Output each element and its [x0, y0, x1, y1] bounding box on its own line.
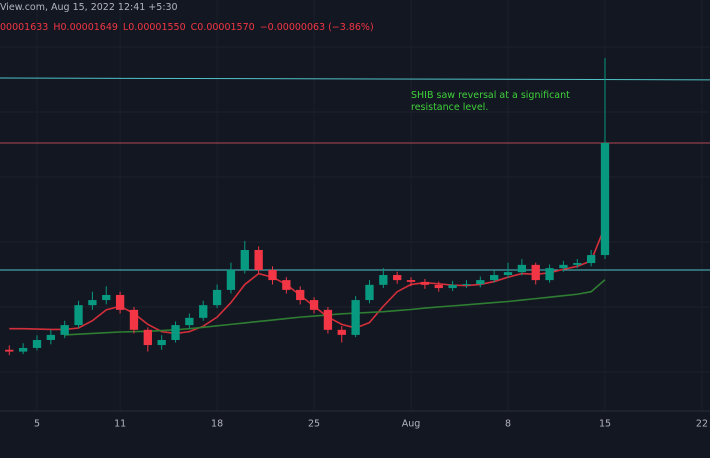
candle-body	[337, 329, 346, 335]
candle-body	[517, 264, 527, 273]
candle-body	[531, 264, 540, 281]
candle-body	[212, 289, 222, 306]
candle-body	[393, 275, 402, 281]
ohlc-open: 00001633	[0, 22, 49, 33]
level-line	[0, 77, 710, 81]
x-tick-label: 25	[308, 419, 320, 430]
candle-body	[323, 309, 333, 330]
candle-body	[282, 280, 291, 290]
x-tick-label: 18	[211, 419, 223, 430]
ohlc-close: C0.00001570	[190, 22, 255, 33]
x-tick-label: 15	[599, 419, 611, 430]
candle-body	[226, 269, 236, 290]
annotation-line: resistance level.	[411, 102, 489, 113]
candle-body	[157, 339, 166, 346]
x-tick-label: 22	[696, 419, 708, 430]
ohlc-high: H0.00001649	[53, 22, 118, 33]
annotation-line: SHIB saw reversal at a significant	[411, 90, 570, 101]
annotation: SHIB saw reversal at a significant resis…	[411, 90, 570, 114]
candle-body	[490, 275, 499, 281]
candle-body	[559, 264, 568, 269]
x-tick-label: Aug	[402, 419, 421, 430]
x-tick-label: 8	[505, 419, 511, 430]
candle-body	[254, 249, 263, 270]
moving-average	[9, 226, 606, 335]
candle-body	[5, 349, 14, 352]
ohlc-row: 00001633 H0.00001649 L0.00001550 C0.0000157…	[0, 22, 379, 33]
candle-body	[185, 317, 194, 326]
candle-body	[379, 275, 388, 285]
candle-body	[296, 289, 305, 301]
candle-body	[60, 325, 69, 335]
candle-body	[102, 294, 111, 301]
x-tick-label: 5	[34, 419, 40, 430]
candle-body	[240, 249, 249, 270]
candle-body	[74, 305, 83, 326]
x-tick-label: 11	[114, 419, 126, 430]
candle-body	[268, 269, 277, 281]
candle-body	[462, 284, 471, 286]
candle-body	[129, 309, 139, 330]
candle-body	[434, 284, 443, 289]
candle-body	[573, 263, 582, 265]
candle-body	[448, 284, 457, 289]
candle-body	[199, 305, 208, 318]
candle-body	[171, 325, 180, 340]
header-title: View.com, Aug 15, 2022 12:41 +5:30	[0, 2, 178, 13]
candle-body	[503, 272, 513, 276]
candle-body	[46, 334, 55, 340]
candle-body	[600, 142, 610, 256]
candle-body	[406, 280, 416, 282]
candle-body	[365, 284, 374, 301]
candle-body	[351, 300, 360, 335]
candle-body	[476, 280, 485, 285]
candle-body	[586, 255, 596, 264]
candle-body	[18, 347, 28, 352]
candle-body	[143, 329, 152, 346]
candle-body	[115, 294, 125, 310]
candle-body	[88, 300, 97, 306]
candle-body	[32, 339, 42, 348]
ohlc-change: −0.00000063 (−3.86%)	[259, 22, 374, 33]
candle-body	[420, 281, 430, 285]
candle-body	[545, 268, 554, 281]
moving-average	[64, 279, 606, 336]
candle-body	[309, 300, 319, 310]
ohlc-low: L0.00001550	[122, 22, 186, 33]
